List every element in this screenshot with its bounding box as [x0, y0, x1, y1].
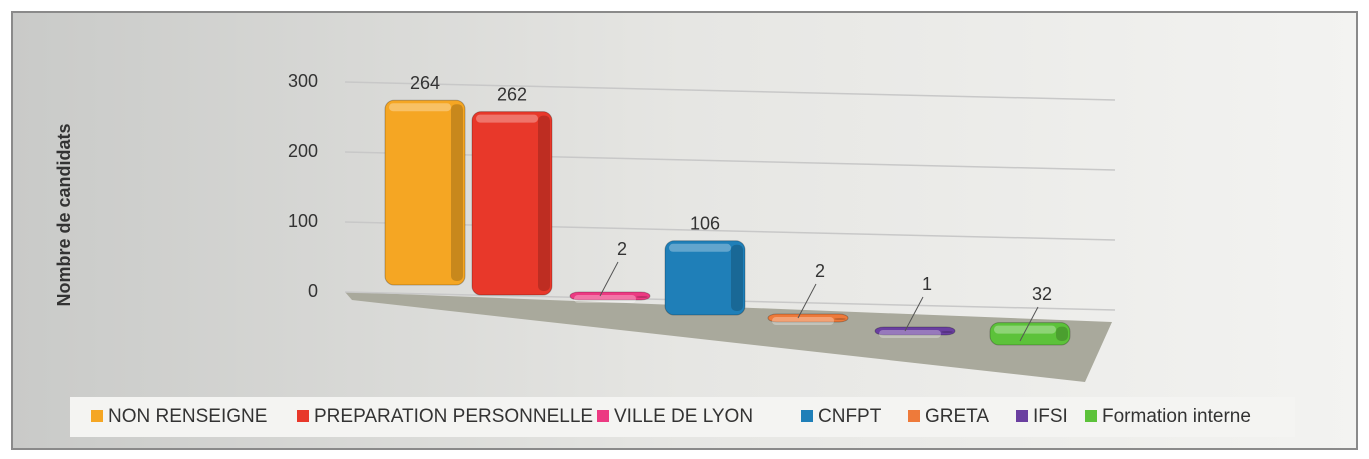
data-label: 1 — [922, 274, 932, 294]
legend-swatch — [297, 410, 309, 422]
legend-label: NON RENSEIGNE — [108, 406, 267, 427]
y-tick-label: 300 — [288, 71, 318, 91]
legend-swatch — [91, 410, 103, 422]
legend-label: GRETA — [925, 406, 989, 427]
bar-top — [389, 103, 451, 112]
data-label: 106 — [690, 214, 720, 234]
bar-side — [538, 115, 550, 291]
bar — [664, 240, 746, 316]
legend-swatch — [908, 410, 920, 422]
bar — [384, 99, 466, 286]
grid-line — [344, 81, 1116, 101]
legend-label: CNFPT — [818, 406, 882, 427]
bar-side — [834, 318, 846, 320]
bar-side — [941, 331, 953, 333]
legend-label: PREPARATION PERSONNELLE — [314, 406, 593, 427]
y-tick-label: 200 — [288, 141, 318, 161]
y-axis-label: Nombre de candidats — [54, 123, 74, 306]
data-label: 264 — [410, 73, 440, 93]
y-tick-label: 100 — [288, 211, 318, 231]
data-label: 262 — [497, 84, 527, 104]
legend-swatch — [1016, 410, 1028, 422]
bar — [874, 326, 956, 336]
y-tick-label: 0 — [308, 281, 318, 301]
legend-swatch — [1085, 410, 1097, 422]
floor — [345, 292, 1112, 382]
bar-top — [574, 295, 636, 303]
legend-swatch — [801, 410, 813, 422]
bar-top — [879, 330, 941, 338]
data-label: 2 — [617, 239, 627, 259]
leader-line — [904, 296, 924, 332]
legend-swatch — [597, 410, 609, 422]
bar-top — [994, 325, 1056, 334]
bar-side — [731, 244, 743, 311]
leader-line — [797, 283, 817, 319]
bar-side — [636, 296, 648, 298]
legend-label: Formation interne — [1102, 406, 1251, 427]
legend-label: IFSI — [1033, 406, 1068, 427]
bar-top — [669, 243, 731, 252]
bar-top — [476, 114, 538, 123]
legend-label: VILLE DE LYON — [614, 406, 753, 427]
data-label: 2 — [815, 261, 825, 281]
leader-line — [1019, 306, 1039, 342]
bar-side — [451, 104, 463, 281]
bar — [569, 291, 651, 301]
bar — [767, 313, 849, 323]
leader-line — [599, 261, 619, 297]
bar-top — [772, 317, 834, 325]
data-label: 32 — [1032, 284, 1052, 304]
bar — [471, 111, 553, 296]
bar-side — [1056, 326, 1068, 341]
